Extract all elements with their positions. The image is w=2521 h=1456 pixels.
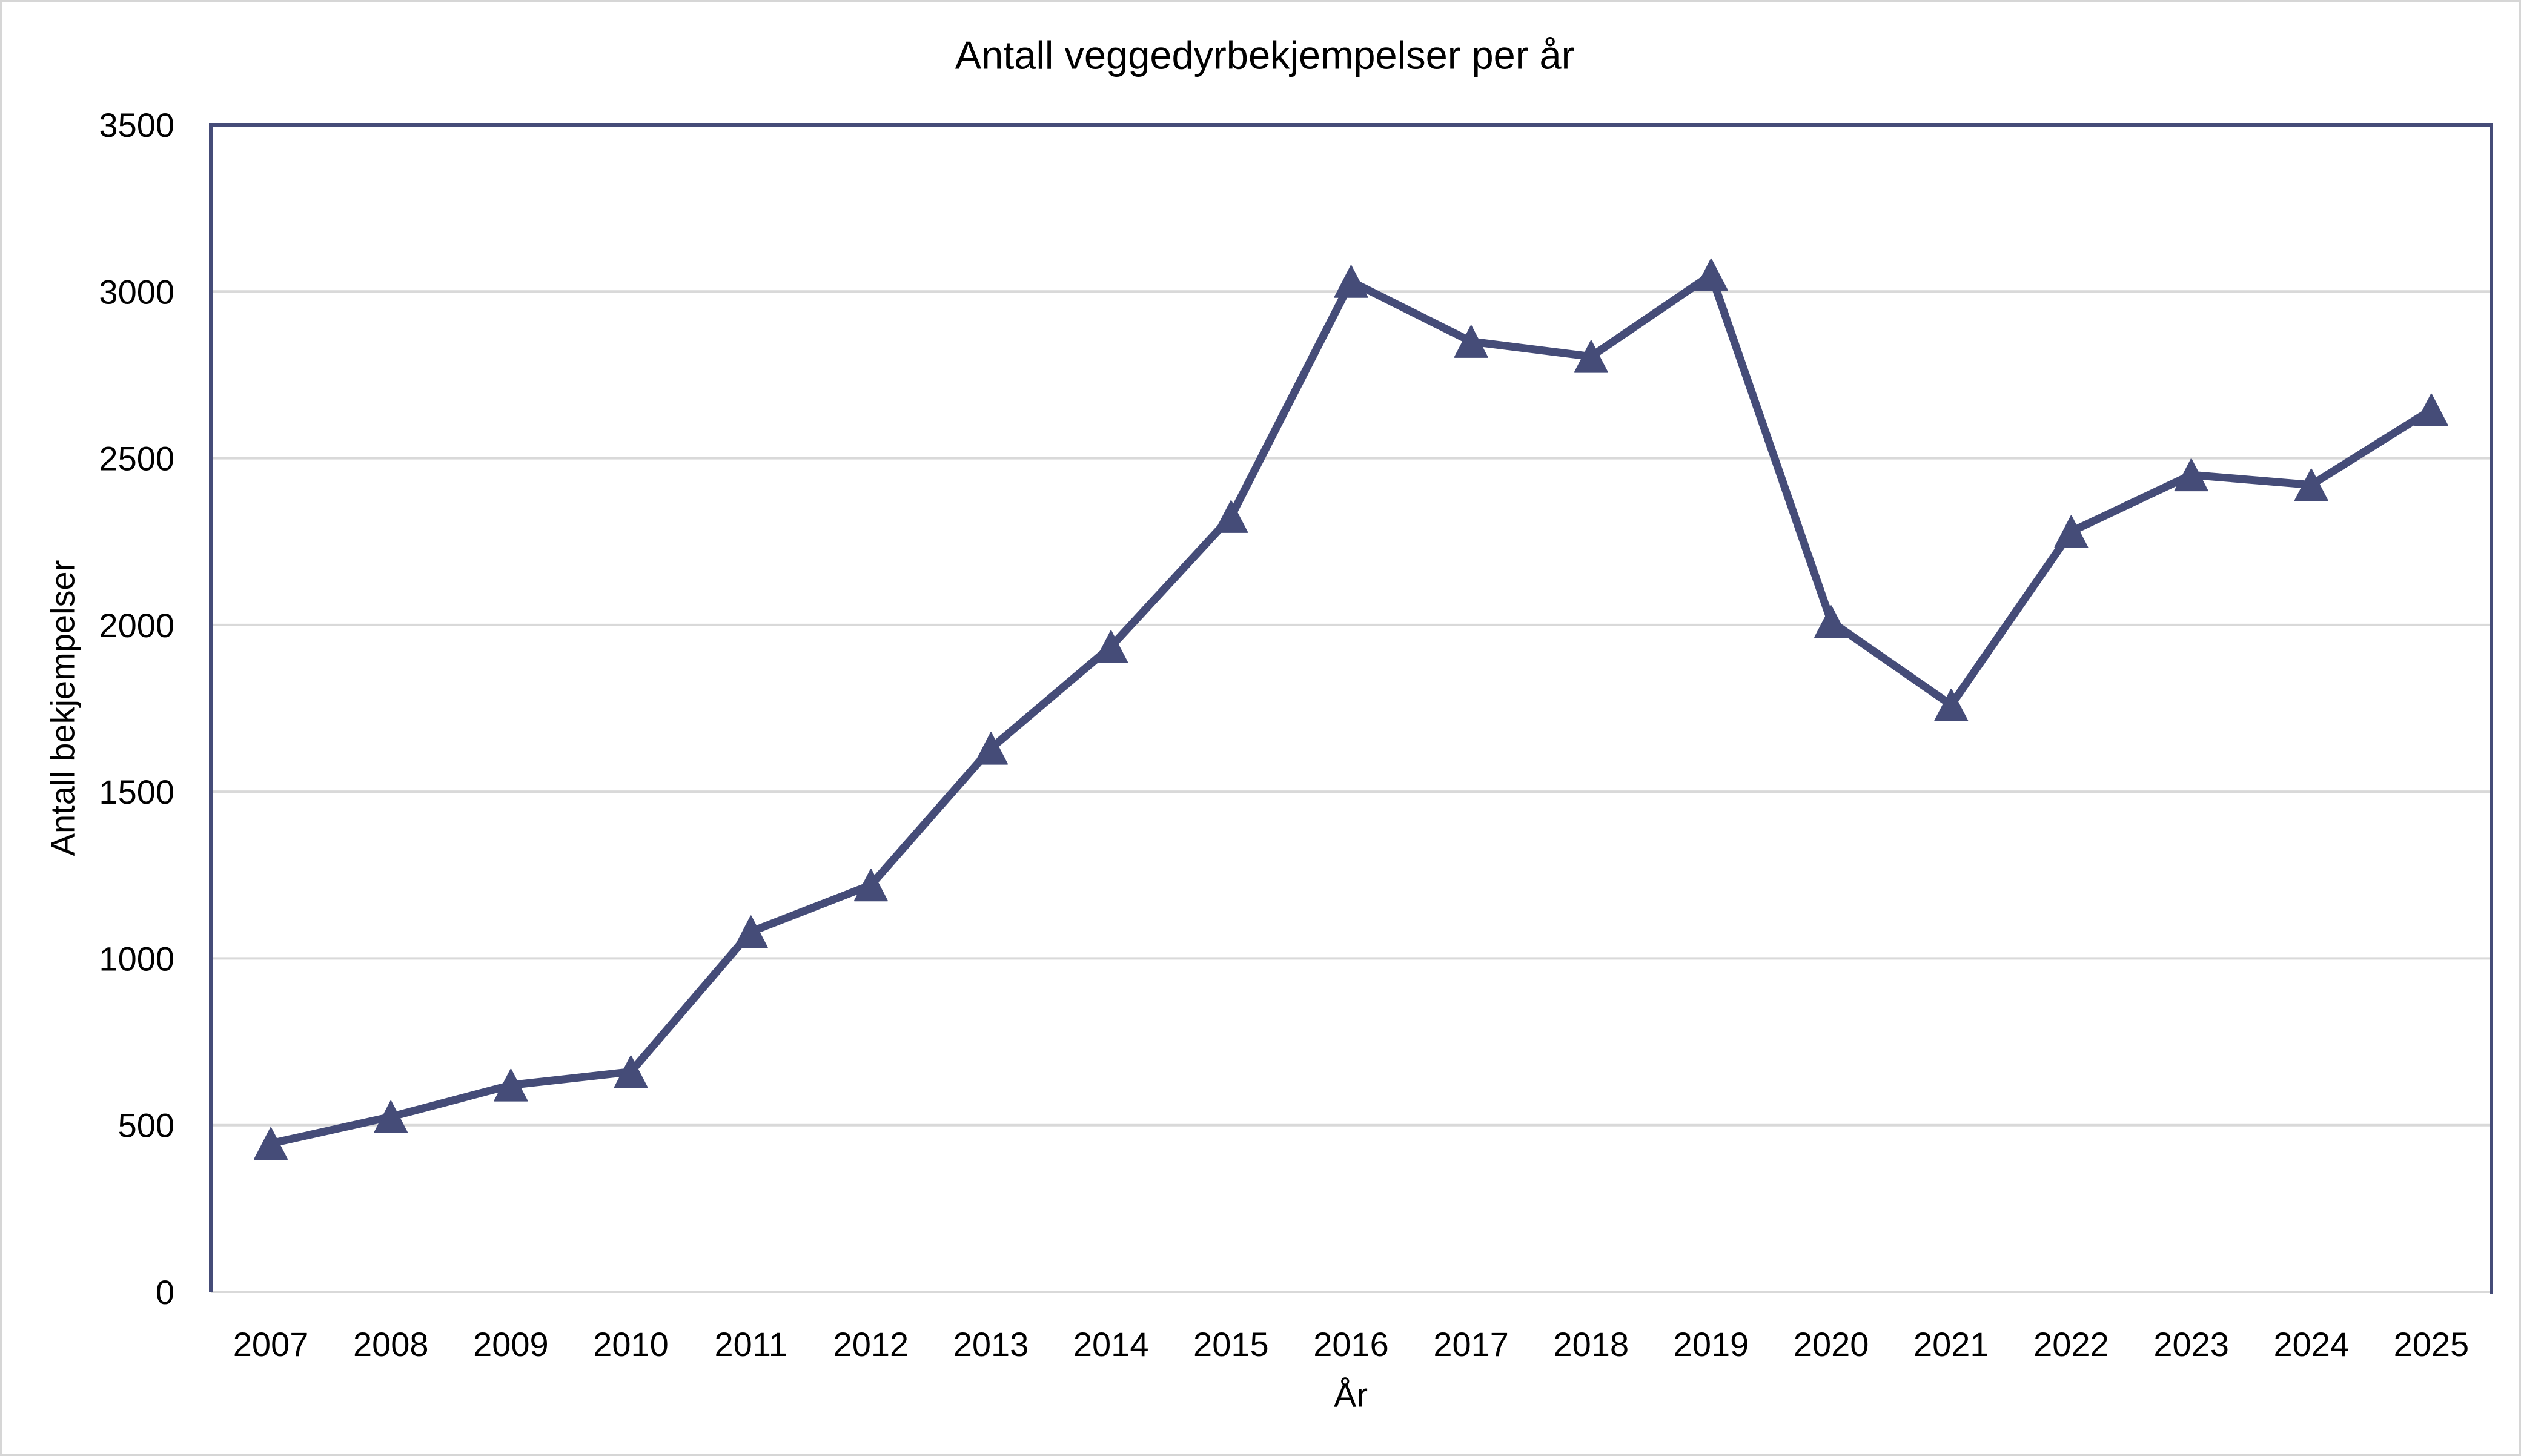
x-tick-label: 2008 — [353, 1325, 429, 1363]
x-tick-label: 2015 — [1193, 1325, 1269, 1363]
x-tick-label: 2017 — [1433, 1325, 1509, 1363]
x-tick-label: 2016 — [1313, 1325, 1389, 1363]
x-tick-label: 2020 — [1794, 1325, 1869, 1363]
data-point-marker — [2414, 393, 2448, 426]
x-tick-label: 2025 — [2394, 1325, 2470, 1363]
chart-title: Antall veggedyrbekjempelser per år — [955, 33, 1575, 78]
x-tick-label: 2022 — [2033, 1325, 2109, 1363]
data-point-marker — [853, 869, 888, 902]
x-tick-label: 2018 — [1554, 1325, 1629, 1363]
y-tick-label: 1500 — [99, 773, 174, 811]
data-point-marker — [1934, 688, 1969, 721]
data-point-marker — [2174, 458, 2208, 492]
x-tick-label: 2021 — [1913, 1325, 1989, 1363]
y-tick-label: 2500 — [99, 440, 174, 478]
data-point-marker — [1454, 325, 1488, 358]
x-tick-label: 2013 — [953, 1325, 1029, 1363]
x-tick-label: 2009 — [473, 1325, 549, 1363]
x-tick-label: 2007 — [233, 1325, 309, 1363]
data-point-marker — [2054, 515, 2089, 548]
x-tick-label: 2011 — [714, 1325, 787, 1363]
data-point-marker — [2294, 468, 2328, 501]
data-point-marker — [1334, 265, 1368, 298]
series-line — [267, 271, 2436, 1148]
x-tick-label: 2012 — [833, 1325, 909, 1363]
data-point-marker — [1094, 630, 1128, 663]
data-point-marker — [374, 1100, 408, 1133]
data-point-marker — [254, 1127, 288, 1160]
data-point-marker — [494, 1068, 528, 1102]
y-tick-label: 2000 — [99, 606, 174, 644]
data-point-marker — [1214, 500, 1248, 533]
y-tick-label: 0 — [156, 1273, 174, 1311]
y-tick-label: 1000 — [99, 939, 174, 978]
x-axis-title: År — [1334, 1375, 1368, 1414]
y-tick-label: 3500 — [99, 106, 174, 144]
x-tick-label: 2023 — [2153, 1325, 2229, 1363]
y-tick-label: 500 — [118, 1107, 174, 1145]
data-point-marker — [1694, 258, 1728, 291]
data-point-marker — [1574, 340, 1608, 373]
data-point-marker — [614, 1055, 648, 1088]
data-point-marker — [1814, 605, 1849, 638]
x-tick-label: 2010 — [593, 1325, 669, 1363]
x-tick-label: 2019 — [1674, 1325, 1749, 1363]
data-point-marker — [974, 732, 1009, 765]
data-point-marker — [734, 915, 768, 948]
x-tick-label: 2024 — [2273, 1325, 2349, 1363]
y-tick-label: 3000 — [99, 273, 174, 311]
x-tick-label: 2014 — [1073, 1325, 1149, 1363]
